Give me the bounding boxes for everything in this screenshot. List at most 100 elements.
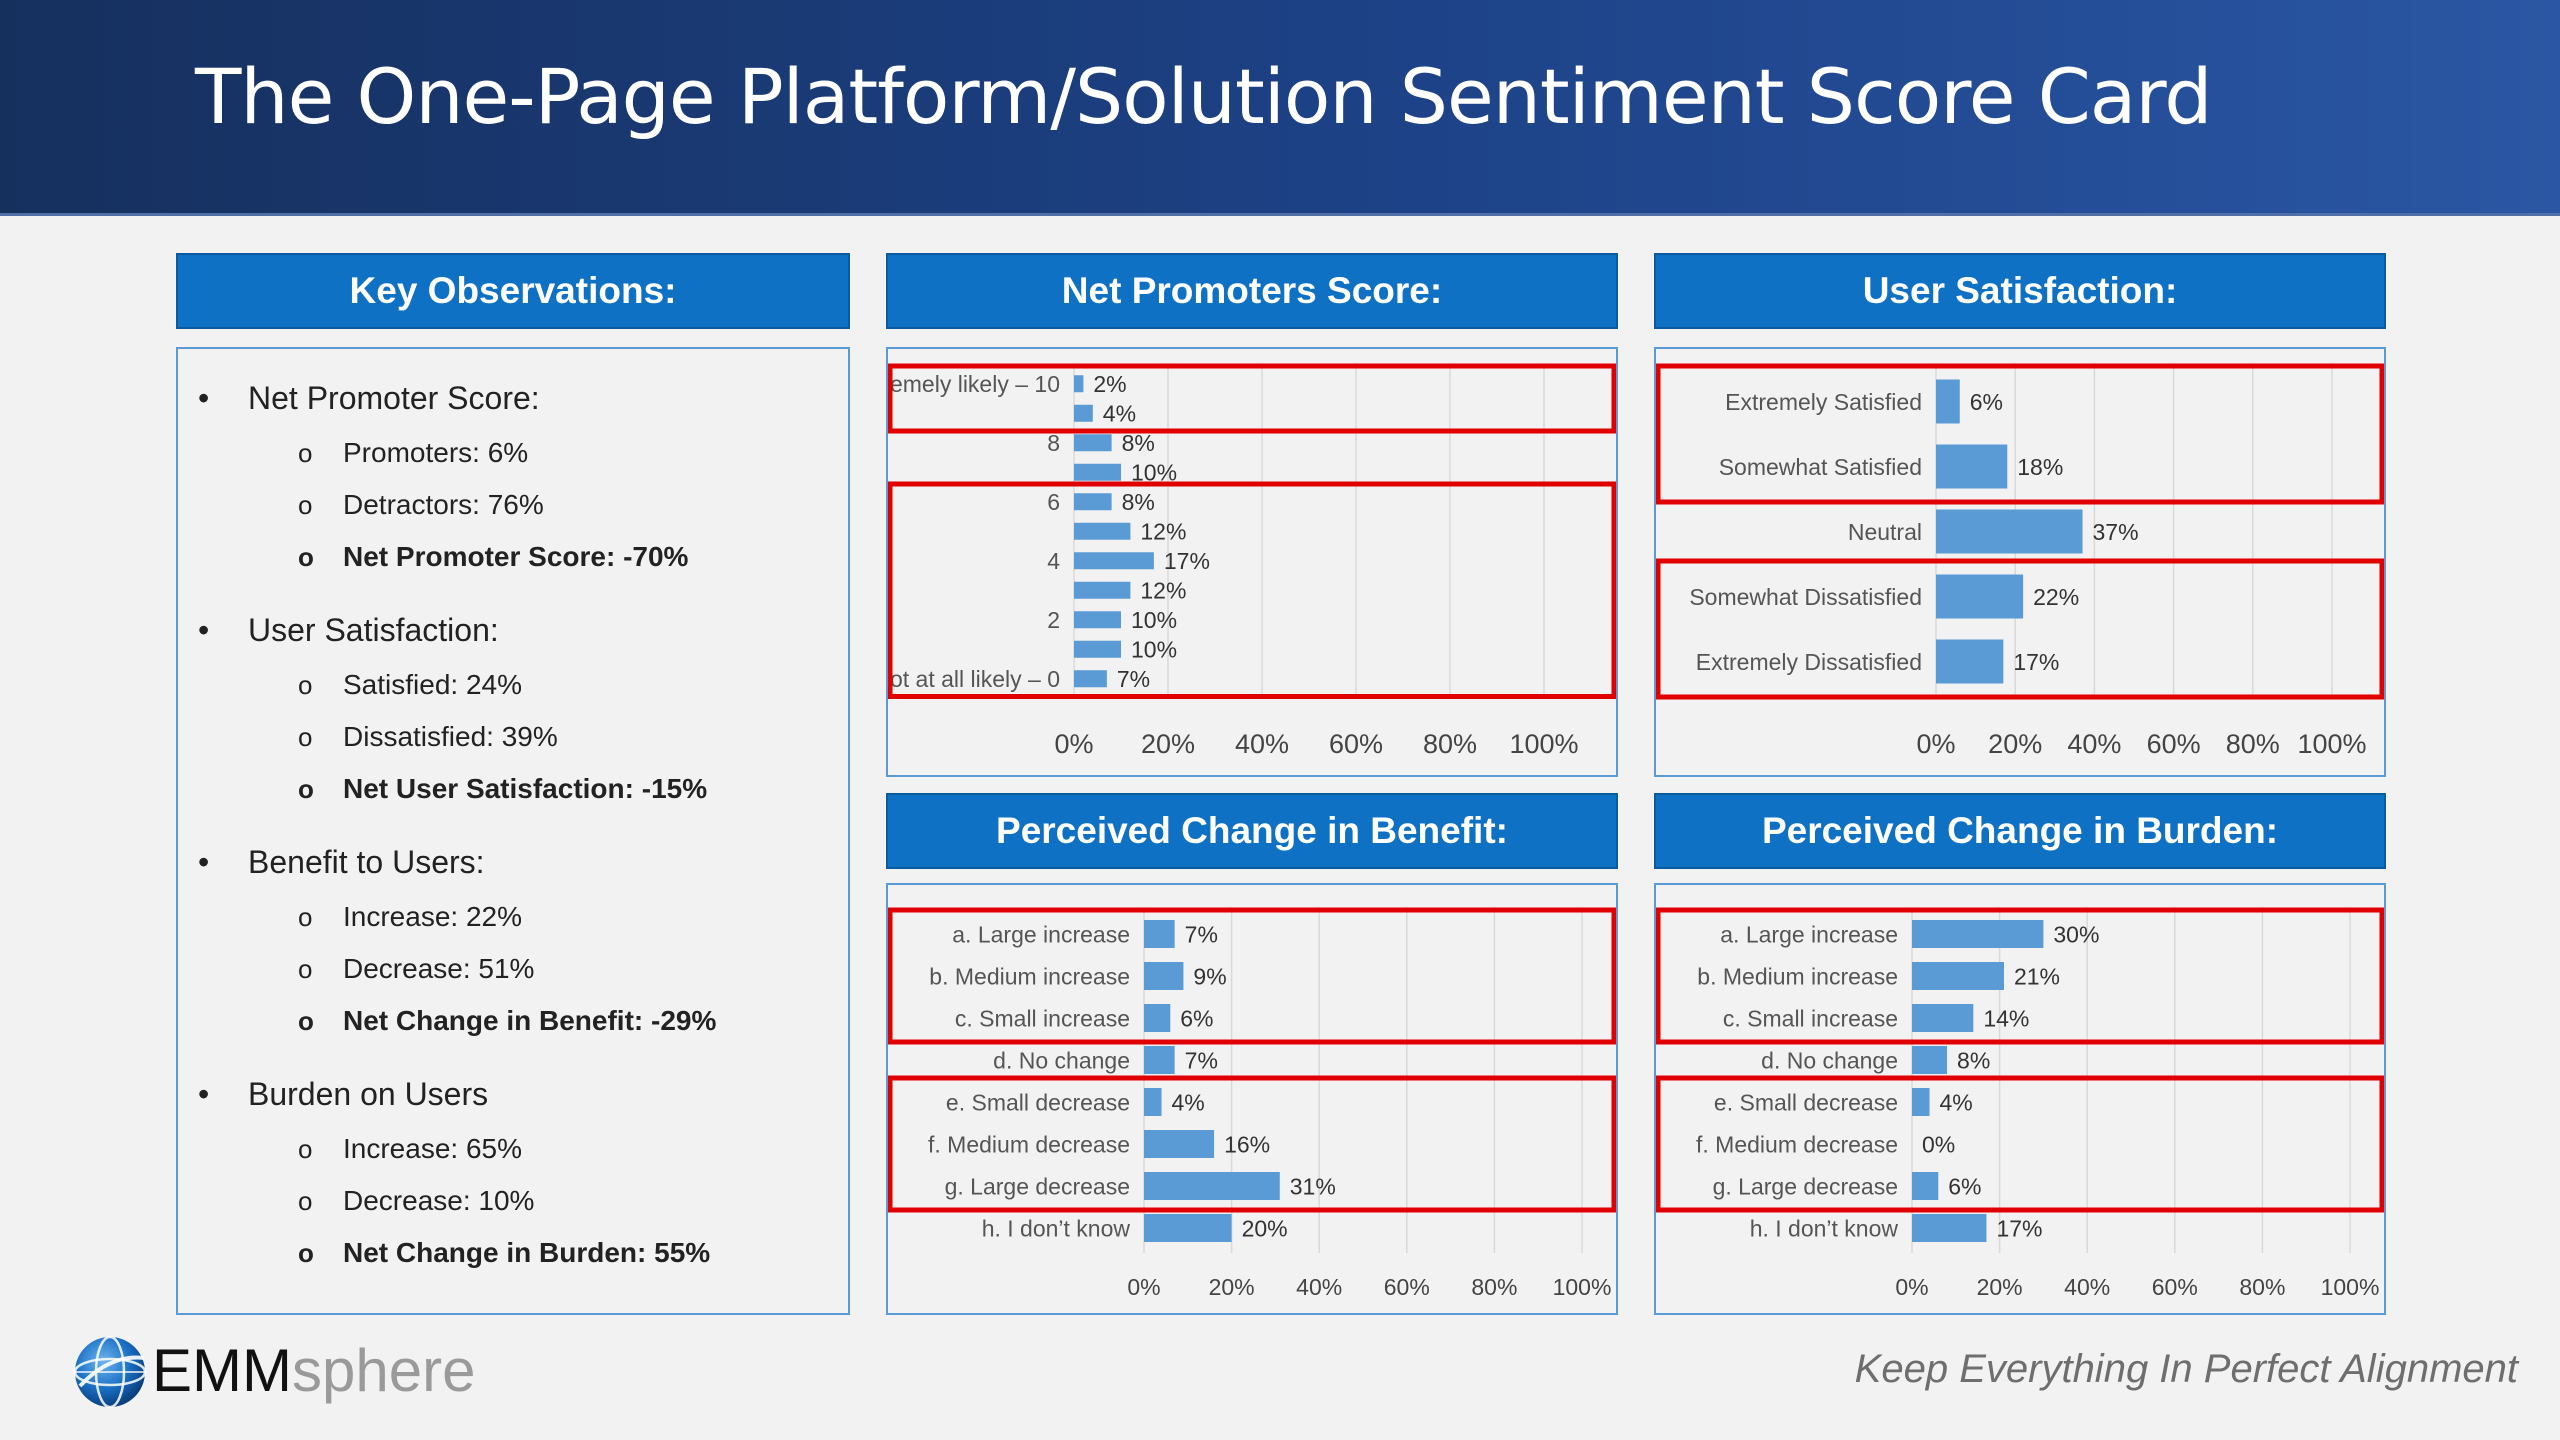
observation-section: Net Promoter Score:: [198, 369, 798, 427]
data-label: 17%: [1996, 1215, 2042, 1241]
observation-item-text: Net Change in Burden: 55%: [343, 1237, 711, 1268]
category-label: Not at all likely – 0: [888, 666, 1060, 692]
data-label: 9%: [1193, 963, 1226, 989]
category-label: c. Small increase: [1723, 1005, 1898, 1031]
data-label: 7%: [1117, 666, 1150, 692]
observation-item: o Net Change in Benefit: -29%: [198, 995, 798, 1047]
category-label: Somewhat Dissatisfied: [1689, 584, 1922, 610]
observation-item: o Satisfied: 24%: [198, 659, 798, 711]
data-label: 7%: [1185, 921, 1218, 947]
category-label: Extremely Dissatisfied: [1696, 649, 1922, 675]
x-tick-label: 80%: [2239, 1274, 2285, 1300]
category-label: f. Medium decrease: [928, 1131, 1130, 1157]
observation-gap: [198, 583, 798, 601]
observation-item-text: Decrease: 10%: [343, 1185, 535, 1216]
x-tick-label: 100%: [2297, 729, 2366, 759]
x-tick-label: 60%: [1329, 729, 1383, 759]
benefit-header-label: Perceived Change in Benefit:: [996, 810, 1508, 851]
circle-bullet-icon: o: [298, 1186, 313, 1216]
data-label: 17%: [1164, 548, 1210, 574]
bar: [1074, 463, 1121, 481]
observation-item: o Increase: 22%: [198, 891, 798, 943]
observation-section: User Satisfaction:: [198, 601, 798, 659]
x-tick-label: 60%: [2147, 729, 2201, 759]
burden-header-label: Perceived Change in Burden:: [1761, 810, 2279, 851]
benefit-panel: 0% 20% 40% 60% 80% 100% 7% a. Large increase 9% b…: [886, 883, 1618, 1315]
data-label: 17%: [2013, 649, 2059, 675]
bar: [1936, 444, 2008, 489]
bar: [1144, 962, 1184, 990]
x-tick-label: 20%: [1977, 1274, 2023, 1300]
tagline: Keep Everything In Perfect Alignment: [1854, 1347, 2518, 1391]
nps-header-label: Net Promoters Score:: [1061, 270, 1443, 311]
data-label: 7%: [1185, 1047, 1218, 1073]
bar: [1912, 1088, 1930, 1116]
data-label: 0%: [1922, 1131, 1955, 1157]
category-label: 4: [1047, 548, 1060, 574]
circle-bullet-icon: o: [298, 774, 314, 804]
data-label: 6%: [1970, 389, 2003, 415]
category-label: Neutral: [1848, 519, 1922, 545]
highlight-box: [1656, 363, 2384, 505]
category-label: Extremely Satisfied: [1725, 389, 1922, 415]
data-label: 21%: [2014, 963, 2060, 989]
x-tick-label: 80%: [2226, 729, 2280, 759]
data-label: 2%: [1093, 371, 1126, 397]
x-tick-label: 40%: [1296, 1274, 1342, 1300]
bar: [1144, 1004, 1171, 1032]
emmsphere-logo: EMMsphere: [72, 1332, 492, 1412]
data-label: 22%: [2033, 584, 2079, 610]
category-label: d. No change: [993, 1047, 1130, 1073]
category-label: b. Medium increase: [1697, 963, 1898, 989]
observation-item-text: Decrease: 51%: [343, 953, 535, 984]
observation-gap: [198, 1047, 798, 1065]
observations-header-label: Key Observations:: [349, 270, 677, 311]
observation-item-text: Satisfied: 24%: [343, 669, 522, 700]
data-label: 30%: [2053, 921, 2099, 947]
category-label: g. Large decrease: [1713, 1173, 1898, 1199]
circle-bullet-icon: o: [298, 490, 313, 520]
data-label: 4%: [1103, 401, 1136, 427]
bar: [1074, 552, 1154, 570]
circle-bullet-icon: o: [298, 1006, 314, 1036]
observation-item: o Detractors: 76%: [198, 479, 798, 531]
bar: [1912, 1046, 1948, 1074]
title-bar: The One-Page Platform/Solution Sentiment…: [0, 0, 2560, 216]
bar: [1912, 1004, 1974, 1032]
highlight-box: [1656, 558, 2384, 700]
data-label: 4%: [1940, 1089, 1973, 1115]
satisfaction-chart: 0% 20% 40% 60% 80% 100% 6% Extremely Satisfied 1…: [1656, 363, 2384, 759]
category-label: d. No change: [1761, 1047, 1898, 1073]
brand-sphere: sphere: [291, 1337, 476, 1404]
data-label: 10%: [1131, 637, 1177, 663]
bar: [1912, 1214, 1987, 1242]
page-title: The One-Page Platform/Solution Sentiment…: [195, 52, 2213, 141]
x-tick-label: 80%: [1471, 1274, 1517, 1300]
x-tick-label: 0%: [1895, 1274, 1928, 1300]
bar: [1144, 1172, 1280, 1200]
data-label: 8%: [1122, 489, 1155, 515]
category-label: 6: [1047, 489, 1060, 515]
x-tick-label: 20%: [1988, 729, 2042, 759]
category-label: 2: [1047, 607, 1060, 633]
burden-chart: 0% 20% 40% 60% 80% 100% 30% a. Large increase 21…: [1656, 907, 2384, 1300]
circle-bullet-icon: o: [298, 954, 313, 984]
observation-item-text: Detractors: 76%: [343, 489, 544, 520]
data-label: 4%: [1172, 1089, 1205, 1115]
nps-header: Net Promoters Score:: [886, 253, 1618, 329]
observation-item-text: Net Change in Benefit: -29%: [343, 1005, 717, 1036]
x-tick-label: 100%: [1553, 1274, 1612, 1300]
x-tick-label: 100%: [1509, 729, 1578, 759]
highlight-box: [888, 481, 1616, 699]
x-tick-label: 100%: [2321, 1274, 2380, 1300]
observation-item-text: Promoters: 6%: [343, 437, 529, 468]
bar: [1074, 611, 1121, 629]
x-tick-label: 40%: [1235, 729, 1289, 759]
observation-item-text: Net User Satisfaction: -15%: [343, 773, 708, 804]
observation-item: o Net Promoter Score: -70%: [198, 531, 798, 583]
data-label: 14%: [1983, 1005, 2029, 1031]
observation-item: o Decrease: 51%: [198, 943, 798, 995]
bar: [1936, 509, 2083, 554]
globe-icon: [73, 1335, 147, 1409]
bar: [1144, 1214, 1232, 1242]
